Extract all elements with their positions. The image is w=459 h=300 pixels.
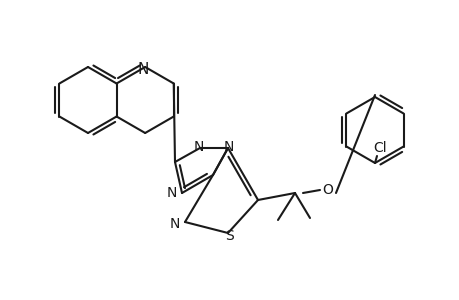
Text: O: O [322, 183, 333, 197]
Text: N: N [137, 61, 149, 76]
Text: N: N [167, 186, 177, 200]
Text: N: N [224, 140, 234, 154]
Text: S: S [225, 229, 234, 243]
Text: N: N [169, 217, 180, 231]
Text: Cl: Cl [372, 141, 386, 155]
Text: N: N [193, 140, 204, 154]
